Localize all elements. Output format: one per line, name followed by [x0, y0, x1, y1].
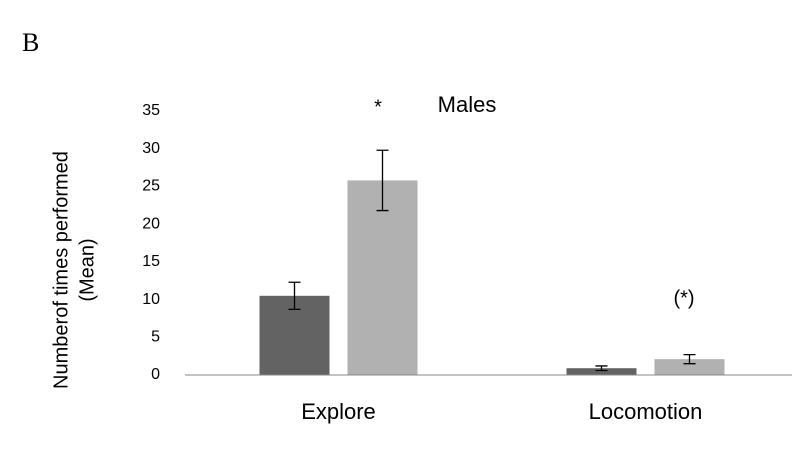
y-tick-label: 5 — [151, 329, 160, 346]
bar — [654, 359, 725, 375]
x-tick-label: Locomotion — [589, 399, 703, 424]
y-tick-label: 15 — [142, 253, 160, 270]
y-axis-label-line: (Mean) — [76, 238, 98, 301]
chart-title: Males — [438, 92, 497, 117]
error-bar — [376, 149, 389, 212]
panel-label: B — [22, 28, 39, 57]
bar — [566, 368, 637, 375]
y-tick-label: 25 — [142, 178, 160, 195]
annotation: (*) — [673, 287, 694, 309]
error-bar — [683, 353, 696, 365]
error-bar — [288, 281, 301, 311]
error-bar — [595, 365, 608, 372]
annotation: * — [374, 96, 382, 118]
y-tick-label: 30 — [142, 140, 160, 157]
y-tick-label: 20 — [142, 215, 160, 232]
y-axis-label: Numberof times performed (Mean) — [50, 151, 98, 389]
bar — [347, 180, 418, 375]
x-tick-label: Explore — [301, 399, 376, 424]
y-tick-label: 35 — [142, 102, 160, 119]
y-tick-label: 0 — [151, 366, 160, 383]
y-axis-label-line: Numberof times performed — [50, 151, 72, 389]
y-tick-label: 10 — [142, 291, 160, 308]
